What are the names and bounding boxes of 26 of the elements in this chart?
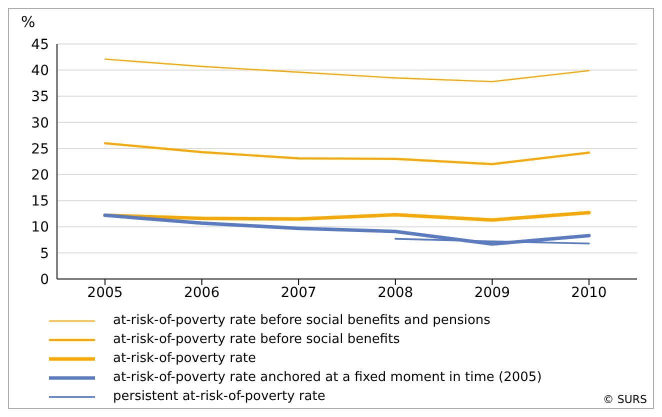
y-tick-label: 0 [40,272,49,288]
x-tick-label: 2006 [184,284,220,301]
x-tick-label: 2007 [280,284,316,301]
legend-label: persistent at-risk-of-poverty rate [113,388,326,406]
y-tick-label: 35 [31,89,49,106]
legend-label: at-risk-of-poverty rate anchored at a fixed moment in time (2005) [113,369,542,387]
line-series [104,142,590,166]
x-tick-label: 2009 [474,284,510,301]
y-tick-label: 40 [31,63,49,80]
y-tick-label: 30 [31,115,49,132]
y-tick-label: 45 [31,36,49,53]
y-tick-label: 10 [31,220,49,236]
text: © SURS [602,393,647,406]
x-tick-label: 2005 [87,284,123,301]
y-axis-title: % [21,13,36,31]
legend-label: at-risk-of-poverty rate [113,350,256,368]
line-series [104,58,590,82]
x-tick-label: 2008 [378,284,414,301]
x-tick-label: 2010 [571,284,607,301]
y-tick-label: 20 [31,168,49,184]
y-tick-label: 5 [40,246,49,262]
line-series [103,214,591,246]
y-tick-label: 15 [31,194,49,210]
legend-label: at-risk-of-poverty rate before social benefits [113,331,400,349]
y-tick-label: 25 [31,141,49,158]
legend-label: at-risk-of-poverty rate before social benefits and pensions [113,312,490,330]
